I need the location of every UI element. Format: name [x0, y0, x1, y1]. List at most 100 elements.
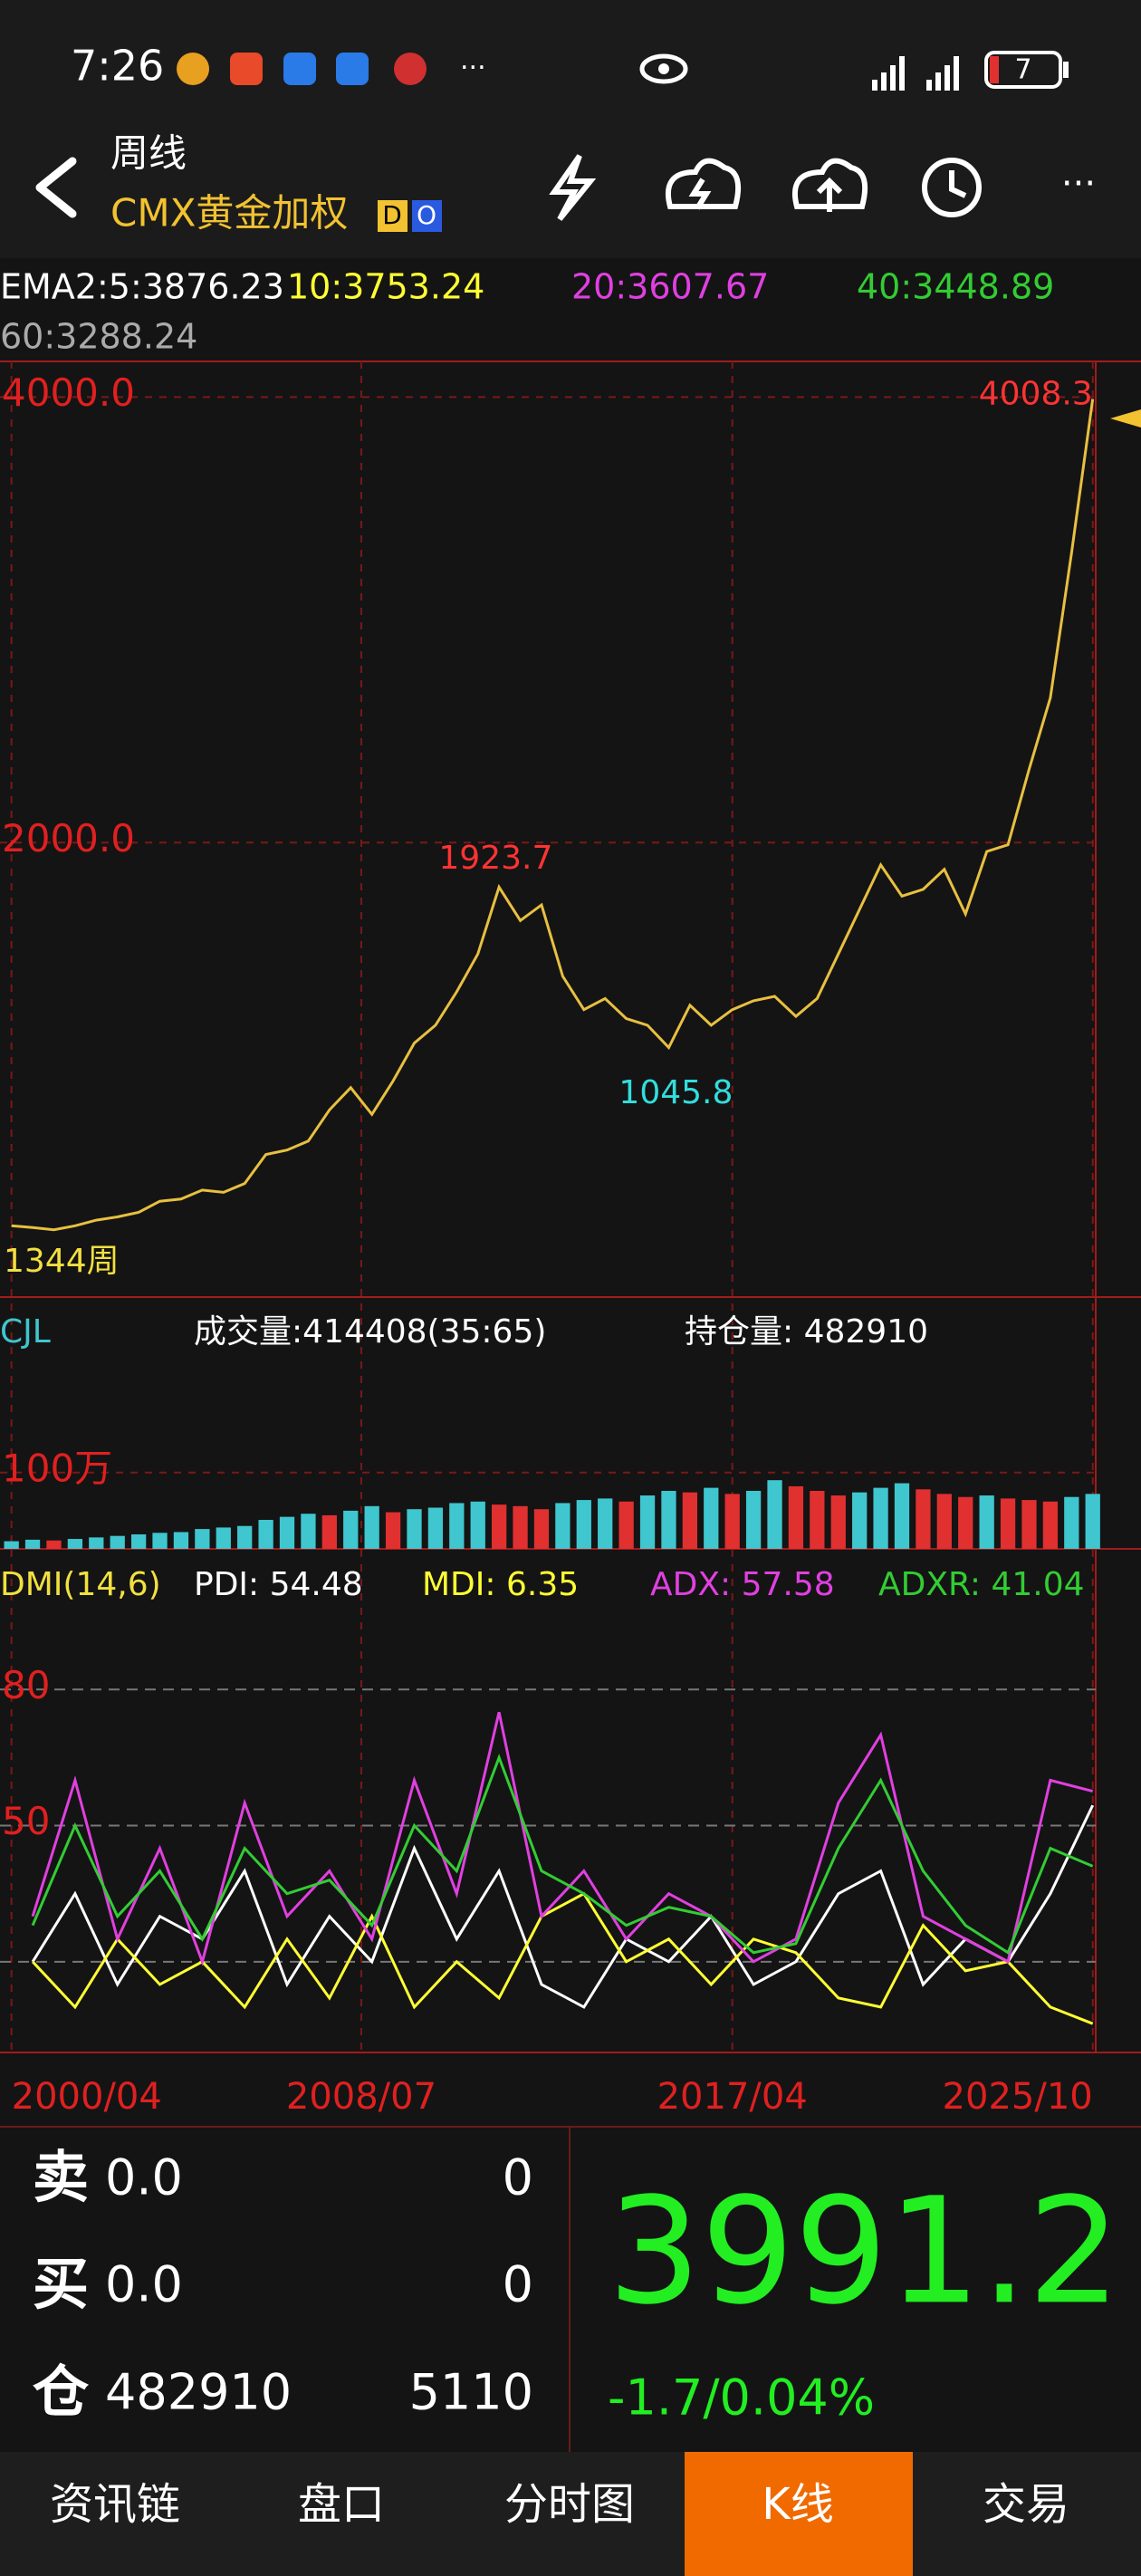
volume-bar	[767, 1480, 782, 1549]
volume-bar	[279, 1516, 295, 1549]
volume-bar	[724, 1494, 740, 1549]
clock: 7:26	[71, 42, 164, 91]
series-line	[31, 1711, 1094, 1966]
pane-label: 成交量:414408(35:65)	[194, 1313, 546, 1350]
status-icons: ···	[177, 51, 1069, 91]
volume-bar	[449, 1503, 465, 1549]
row-value: 0.0	[105, 2256, 183, 2313]
volume-bar	[258, 1519, 273, 1549]
legend-entry: MDI: 6.35	[422, 1566, 579, 1603]
volume-bar	[830, 1495, 846, 1549]
price-pointer	[1110, 409, 1141, 428]
back-button[interactable]	[35, 157, 77, 218]
x-tick-label: 2025/10	[943, 2076, 1093, 2118]
volume-bar	[1021, 1500, 1037, 1549]
volume-bar	[173, 1532, 189, 1549]
y-tick-label: 100万	[2, 1446, 112, 1490]
legend-entry: ADX: 57.58	[650, 1566, 835, 1603]
tab[interactable]: 分时图	[504, 2479, 635, 2530]
x-tick-label: 2008/07	[286, 2076, 436, 2118]
volume-bar	[555, 1503, 570, 1549]
tab[interactable]: K线	[762, 2479, 833, 2530]
volume-bar	[321, 1514, 337, 1549]
volume-bar	[682, 1492, 698, 1549]
row-value: 0.0	[105, 2149, 183, 2206]
volume-bar	[343, 1510, 359, 1549]
badge-bg	[412, 200, 442, 232]
volume-bar	[407, 1509, 422, 1549]
indicator-label: 20:3607.67	[571, 267, 769, 307]
badge: D	[382, 200, 402, 230]
bar-count: 1344周	[4, 1243, 120, 1280]
volume-bar	[1085, 1494, 1100, 1549]
volume-bar	[958, 1496, 973, 1549]
quote-borders	[0, 2126, 1141, 2452]
pane-title: CJL	[0, 1313, 51, 1350]
indicator-label: 10:3753.24	[287, 267, 484, 307]
last-price: 3991.2	[608, 2167, 1121, 2337]
volume-bar	[979, 1495, 994, 1549]
tab-bar	[0, 2452, 1141, 2576]
volume-bar	[936, 1494, 952, 1549]
volume-bar	[810, 1490, 825, 1549]
x-tick-label: 2000/04	[12, 2076, 162, 2118]
volume-bar	[110, 1535, 125, 1549]
volume-bar	[533, 1509, 550, 1549]
legend-entry: ADXR: 41.04	[878, 1566, 1085, 1603]
more-button[interactable]: ···	[1061, 163, 1096, 205]
volume-bar	[661, 1490, 676, 1549]
x-tick-label: 2017/04	[657, 2076, 808, 2118]
volume-bar	[639, 1495, 656, 1549]
legend-entry: PDI: 54.48	[194, 1566, 363, 1603]
volume-bar	[704, 1487, 719, 1549]
symbol-name: CMX黄金加权	[110, 191, 348, 235]
volume-bar	[513, 1505, 528, 1549]
y-tick-label: 2000.0	[2, 816, 135, 860]
active-tab	[685, 2452, 913, 2576]
volume-bar	[152, 1533, 168, 1549]
volume-bar	[916, 1489, 931, 1549]
badge-bg	[378, 200, 408, 232]
volume-bar	[1000, 1498, 1016, 1549]
volume-bar	[1064, 1496, 1079, 1549]
toolbar[interactable]	[549, 154, 982, 221]
volume-bar	[89, 1537, 104, 1549]
row-volume: 0	[503, 2256, 533, 2313]
row-volume: 5110	[409, 2364, 533, 2421]
series-line	[11, 399, 1095, 1232]
volume-bar	[67, 1539, 83, 1549]
indicator-label: 40:3448.89	[857, 267, 1054, 307]
tab[interactable]: 资讯链	[50, 2479, 180, 2530]
volume-bar	[1042, 1501, 1059, 1549]
price-annotation: 1923.7	[438, 840, 552, 877]
volume-bar	[46, 1540, 62, 1549]
row-volume: 0	[503, 2149, 533, 2206]
tab[interactable]: 交易	[983, 2479, 1069, 2530]
volume-bar	[894, 1483, 910, 1549]
row-label: 卖	[33, 2144, 89, 2210]
volume-bar	[364, 1505, 379, 1549]
indicator-label: EMA2:5:3876.23	[0, 267, 284, 307]
y-tick-label: 4000.0	[2, 370, 135, 415]
volume-bar	[745, 1490, 762, 1549]
row-label: 买	[33, 2251, 89, 2317]
volume-bar	[470, 1501, 485, 1549]
volume-bar	[385, 1512, 401, 1549]
series-line	[31, 1804, 1095, 2009]
volume-bar	[24, 1539, 41, 1549]
volume-bar	[618, 1501, 634, 1549]
volume-bar	[195, 1529, 210, 1549]
tab[interactable]: 盘口	[298, 2479, 385, 2530]
volume-bar	[301, 1514, 316, 1549]
volume-bar	[576, 1500, 591, 1549]
period-title: 周线	[110, 131, 187, 176]
series-line	[31, 1754, 1094, 1956]
y-tick-label: 80	[2, 1663, 50, 1707]
pane-label: 持仓量: 482910	[685, 1313, 928, 1350]
indicator-label: 60:3288.24	[0, 317, 197, 357]
volume-bar	[598, 1498, 613, 1549]
svg-text:···: ···	[460, 53, 486, 84]
volume-bar	[427, 1507, 444, 1549]
